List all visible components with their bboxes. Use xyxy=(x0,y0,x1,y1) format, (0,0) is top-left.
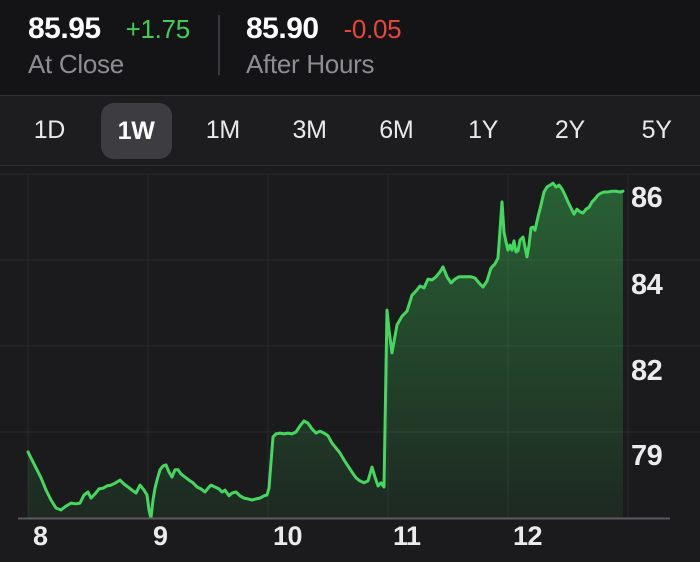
quote-divider xyxy=(218,15,220,75)
tab-5y[interactable]: 5Y xyxy=(641,116,672,144)
at-close-label: At Close xyxy=(28,49,124,79)
x-axis-label: 12 xyxy=(513,521,543,551)
after-hours-quote: 85.90 -0.05 After Hours xyxy=(246,12,402,95)
x-axis-label: 8 xyxy=(33,521,48,551)
y-axis-label: 79 xyxy=(631,440,663,472)
price-area-fill xyxy=(28,183,623,518)
tab-1w-selected[interactable]: 1W xyxy=(93,96,180,165)
tab-6m[interactable]: 6M xyxy=(379,116,414,144)
tab-1m[interactable]: 1M xyxy=(205,116,240,144)
x-axis-label: 9 xyxy=(153,521,168,551)
at-close-price: 85.95 xyxy=(28,12,101,45)
after-hours-price: 85.90 xyxy=(246,12,319,45)
tab-1d[interactable]: 1D xyxy=(33,116,66,144)
price-chart[interactable]: 86 84 82 79 8 9 10 11 12 xyxy=(0,160,700,562)
tab-1y[interactable]: 1Y xyxy=(468,116,499,144)
y-axis-label: 82 xyxy=(631,355,663,387)
y-axis-label: 84 xyxy=(631,269,663,301)
x-axis-label: 10 xyxy=(273,521,303,551)
price-chart-canvas xyxy=(0,173,700,520)
at-close-change: +1.75 xyxy=(125,14,191,44)
tab-3m[interactable]: 3M xyxy=(292,116,327,144)
y-axis-label: 86 xyxy=(631,182,663,214)
x-axis-label: 11 xyxy=(393,521,421,551)
after-hours-label: After Hours xyxy=(246,49,375,79)
tab-2y[interactable]: 2Y xyxy=(554,116,585,144)
quote-header: 85.95 +1.75 At Close 85.90 -0.05 After H… xyxy=(0,0,700,95)
at-close-quote: 85.95 +1.75 At Close xyxy=(28,12,218,95)
price-line xyxy=(26,181,625,520)
after-hours-change: -0.05 xyxy=(343,14,402,44)
range-tabbar: 1D 1W 1M 3M 6M 1Y 2Y 5Y xyxy=(0,95,700,166)
